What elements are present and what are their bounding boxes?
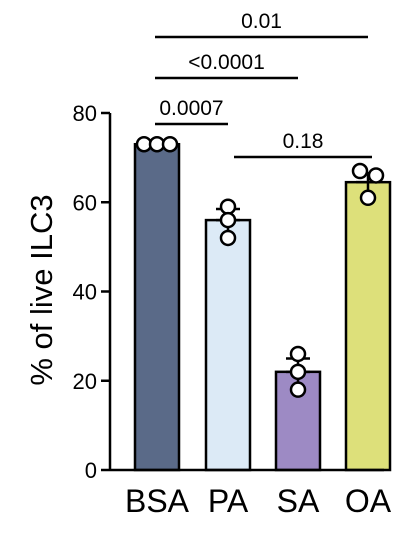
x-tick-label: OA (345, 483, 392, 519)
x-tick-label: BSA (125, 483, 190, 519)
data-point (289, 345, 307, 363)
x-tick-label: SA (277, 483, 320, 519)
data-point (359, 189, 377, 207)
significance-label: 0.18 (283, 130, 324, 153)
data-point (351, 162, 369, 180)
data-point (289, 381, 307, 398)
data-point (219, 211, 237, 229)
y-axis: 0 20 40 60 80 (73, 101, 112, 483)
significance-label: 0.0007 (159, 97, 223, 120)
data-point (161, 135, 179, 153)
bar-bsa (133, 142, 181, 472)
y-tick-label: 0 (85, 458, 97, 483)
y-tick-label: 40 (73, 280, 97, 305)
significance-brackets: 0.01 <0.0001 0.0007 0.18 (155, 10, 372, 159)
y-axis-label: % of live ILC3 (24, 194, 59, 385)
x-tick-label: PA (208, 483, 249, 519)
y-tick-label: 80 (73, 101, 97, 126)
x-axis: BSA PA SA OA (110, 468, 392, 519)
data-point (219, 229, 237, 247)
bars (133, 142, 392, 472)
y-tick-label: 20 (73, 369, 97, 394)
bar-oa (344, 180, 392, 472)
y-tick-label: 60 (73, 190, 97, 215)
bar-pa (204, 218, 252, 472)
significance-label: 0.01 (241, 10, 282, 33)
significance-label: <0.0001 (188, 51, 265, 74)
data-points (135, 135, 385, 398)
data-point (367, 167, 385, 184)
data-point (289, 363, 307, 381)
data-point (219, 198, 237, 215)
